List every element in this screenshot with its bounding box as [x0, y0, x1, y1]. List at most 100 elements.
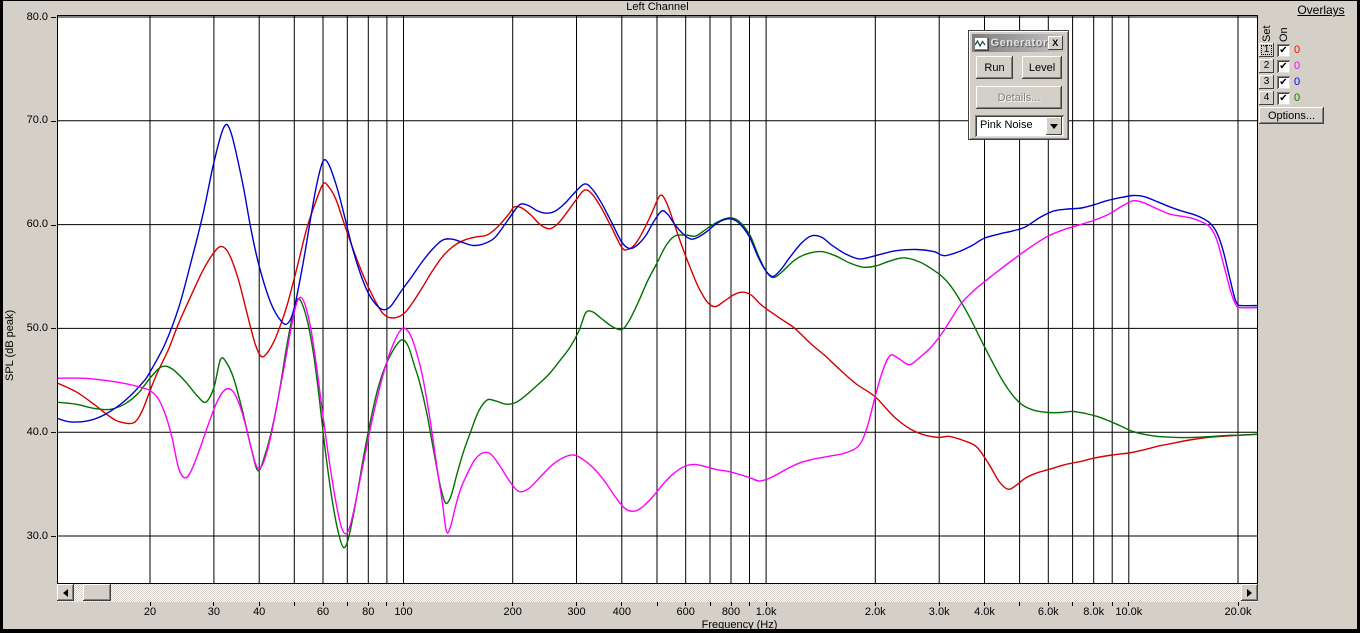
x-axis: Frequency (Hz) 20 30 40 60 80 100 200 300 400 600… — [57, 602, 1258, 633]
x-axis-tick — [984, 602, 985, 606]
x-axis-label: 80 — [362, 606, 375, 618]
x-axis-tick — [874, 602, 876, 606]
x-axis-label: 6.0k — [1037, 606, 1059, 618]
y-axis-label: 30.0 — [26, 529, 48, 542]
x-axis-label: 800 — [721, 606, 741, 618]
run-button[interactable]: Run — [976, 56, 1013, 79]
x-axis-tick — [322, 602, 324, 606]
y-axis-label: 70.0 — [26, 114, 48, 127]
x-axis-tick — [938, 602, 940, 606]
overlay-on-checkbox-3[interactable]: ✔ — [1277, 75, 1290, 89]
x-axis-tick — [1128, 602, 1130, 606]
x-axis-tick — [367, 602, 369, 606]
arrow-right-icon — [1247, 588, 1252, 597]
x-axis-label: 100 — [394, 606, 413, 618]
x-axis-tick — [149, 602, 151, 606]
x-axis-label: 400 — [612, 606, 631, 618]
y-axis-tick — [51, 536, 56, 537]
waveform-icon — [974, 36, 988, 50]
overlays-on-header: On — [1278, 27, 1290, 42]
overlay-row: 4 ✔ 0 — [1259, 90, 1359, 106]
chevron-down-icon — [1050, 123, 1058, 129]
y-axis-title: SPL (dB peak) — [4, 309, 16, 381]
x-axis-label: 8.0k — [1083, 606, 1105, 618]
curve-overlay-2-magenta — [57, 199, 1258, 535]
overlay-on-checkbox-2[interactable]: ✔ — [1277, 59, 1290, 73]
overlay-set-button-4[interactable]: 4 — [1259, 91, 1274, 105]
x-axis-tick — [621, 602, 623, 606]
overlay-on-checkbox-1[interactable]: ✔ — [1277, 43, 1290, 57]
x-axis-label: 20 — [143, 606, 157, 618]
x-axis-tick — [512, 602, 514, 606]
y-axis-tick — [51, 328, 56, 330]
overlay-value-2: 0 — [1294, 60, 1301, 72]
y-axis-tick — [51, 432, 56, 434]
overlays-set-header: Set — [1261, 25, 1273, 42]
x-axis-tick — [293, 602, 295, 606]
horizontal-scrollbar[interactable] — [57, 584, 1258, 602]
x-axis-label: 600 — [676, 606, 695, 618]
y-axis-tick — [51, 17, 56, 18]
x-axis-label: 2.0k — [864, 606, 886, 618]
x-axis-tick — [213, 602, 215, 606]
close-icon[interactable]: X — [1047, 36, 1063, 50]
x-axis-tick — [709, 602, 711, 606]
spl-frequency-plot — [57, 15, 1258, 584]
x-axis-tick — [685, 602, 687, 606]
overlay-on-checkbox-4[interactable]: ✔ — [1277, 91, 1290, 105]
y-axis-label: 40.0 — [26, 425, 48, 438]
overlay-value-3: 0 — [1294, 76, 1301, 88]
scrollbar-thumb[interactable] — [83, 584, 111, 601]
x-axis-label: 20.0k — [1224, 606, 1252, 618]
y-axis-label: 80.0 — [26, 10, 48, 23]
generator-titlebar[interactable]: Generator X — [972, 34, 1065, 52]
generator-dialog: Generator X Run Level Details... Pink No… — [968, 30, 1069, 140]
x-axis-tick — [576, 602, 577, 606]
y-axis: SPL (dB peak) 80.0 70.0 60.0 50.0 40.0 30.0 — [0, 11, 57, 584]
x-axis-tick — [1072, 602, 1074, 606]
overlays-title: Overlays — [1297, 3, 1345, 17]
x-axis-label: 30 — [207, 606, 221, 618]
details-button[interactable]: Details... — [976, 86, 1062, 109]
overlay-value-1: 0 — [1294, 44, 1301, 56]
y-axis-tick — [51, 120, 56, 122]
x-axis-tick — [1019, 602, 1021, 606]
x-axis-tick — [1111, 602, 1113, 606]
y-axis-label: 50.0 — [26, 321, 48, 334]
x-axis-tick — [1047, 602, 1049, 606]
x-axis-tick — [1093, 602, 1095, 606]
x-axis-tick — [403, 602, 404, 606]
overlay-options-button[interactable]: Options... — [1259, 107, 1324, 124]
x-axis-tick — [386, 602, 388, 606]
chart-title: Left Channel — [626, 1, 689, 13]
combo-dropdown-button[interactable] — [1046, 117, 1062, 135]
x-axis-tick — [656, 602, 658, 606]
level-button[interactable]: Level — [1022, 56, 1062, 79]
y-axis-tick — [51, 224, 56, 226]
noise-type-value: Pink Noise — [980, 119, 1033, 131]
scroll-left-button[interactable] — [57, 584, 74, 601]
x-axis-label: 200 — [503, 606, 522, 618]
x-axis-tick — [258, 602, 260, 606]
overlay-row: 3 ✔ 0 — [1259, 74, 1359, 90]
overlay-row: 2 ✔ 0 — [1259, 58, 1359, 74]
overlay-value-4: 0 — [1294, 92, 1301, 104]
overlay-set-button-3[interactable]: 3 — [1259, 75, 1274, 89]
noise-type-select[interactable]: Pink Noise — [975, 115, 1064, 137]
overlay-set-button-1[interactable]: 1 — [1259, 43, 1274, 57]
x-axis-label: 3.0k — [928, 606, 950, 618]
overlay-row: 1 ✔ 0 — [1259, 42, 1359, 58]
y-axis-label: 60.0 — [26, 218, 48, 231]
x-axis-label: 40 — [253, 606, 266, 618]
x-axis-tick — [346, 602, 348, 606]
x-axis-label: 10.0k — [1115, 606, 1143, 618]
overlay-rows: 1 ✔ 0 2 ✔ 0 3 ✔ 0 4 ✔ 0 — [1259, 42, 1359, 106]
x-axis-tick — [765, 602, 767, 606]
curve-overlay-3-blue — [57, 123, 1258, 423]
overlay-set-button-2[interactable]: 2 — [1259, 59, 1274, 73]
scroll-right-button[interactable] — [1241, 584, 1258, 601]
x-axis-label: 4.0k — [974, 606, 995, 618]
x-axis-label: 300 — [567, 606, 586, 618]
curve-overlay-1-red — [57, 182, 1258, 491]
arrow-left-icon — [63, 588, 68, 597]
